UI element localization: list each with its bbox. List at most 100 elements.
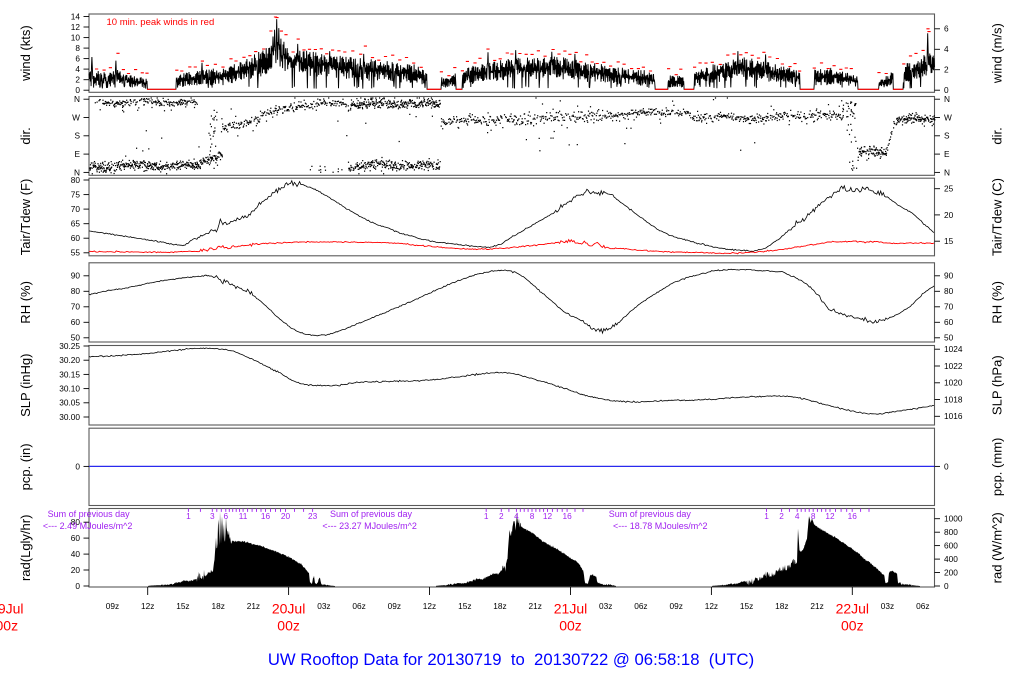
svg-text:4: 4 <box>75 64 80 74</box>
svg-text:16: 16 <box>261 511 271 521</box>
svg-text:00z: 00z <box>0 618 18 634</box>
svg-text:21z: 21z <box>529 601 542 611</box>
svg-text:12: 12 <box>71 22 81 32</box>
svg-text:06z: 06z <box>352 601 365 611</box>
svg-text:20: 20 <box>944 210 954 220</box>
svg-text:20Jul: 20Jul <box>272 601 305 617</box>
svg-text:90: 90 <box>944 271 954 281</box>
svg-text:dir.: dir. <box>990 127 1005 144</box>
svg-text:N: N <box>944 94 950 104</box>
svg-text:06z: 06z <box>916 601 929 611</box>
svg-text:90: 90 <box>71 271 81 281</box>
svg-text:15z: 15z <box>176 601 189 611</box>
svg-text:SLP (inHg): SLP (inHg) <box>18 354 33 417</box>
svg-text:800: 800 <box>944 527 958 537</box>
svg-text:50: 50 <box>944 333 954 343</box>
svg-text:SLP (hPa): SLP (hPa) <box>990 355 1005 415</box>
svg-text:21z: 21z <box>247 601 260 611</box>
svg-text:W: W <box>72 112 80 122</box>
svg-text:70: 70 <box>944 302 954 312</box>
svg-text:S: S <box>74 131 80 141</box>
svg-text:60: 60 <box>944 317 954 327</box>
svg-text:0: 0 <box>75 461 80 471</box>
svg-text:RH (%): RH (%) <box>18 281 33 324</box>
svg-text:75: 75 <box>71 190 81 200</box>
svg-text:00z: 00z <box>277 618 300 634</box>
svg-text:Tair/Tdew (C): Tair/Tdew (C) <box>990 178 1005 256</box>
svg-text:pcp. (in): pcp. (in) <box>18 443 33 490</box>
svg-text:09z: 09z <box>388 601 401 611</box>
svg-text:10 min. peak winds in red: 10 min. peak winds in red <box>107 17 215 28</box>
svg-text:Tair/Tdew (F): Tair/Tdew (F) <box>18 179 33 256</box>
svg-text:1: 1 <box>186 511 191 521</box>
svg-text:18z: 18z <box>212 601 225 611</box>
svg-text:pcp. (mm): pcp. (mm) <box>990 438 1005 497</box>
svg-text:N: N <box>944 167 950 177</box>
svg-text:21z: 21z <box>810 601 823 611</box>
svg-text:0: 0 <box>944 581 949 591</box>
svg-text:1022: 1022 <box>944 361 963 371</box>
svg-text:1: 1 <box>764 511 769 521</box>
svg-text:6: 6 <box>223 511 228 521</box>
svg-text:600: 600 <box>944 541 958 551</box>
svg-text:N: N <box>74 167 80 177</box>
svg-text:Sum of previous day: Sum of previous day <box>330 509 413 519</box>
svg-text:12z: 12z <box>423 601 436 611</box>
svg-text:50: 50 <box>71 333 81 343</box>
svg-text:0: 0 <box>75 85 80 95</box>
svg-text:30.20: 30.20 <box>59 355 80 365</box>
svg-text:<--- 23.27 MJoules/m^2: <--- 23.27 MJoules/m^2 <box>322 521 417 531</box>
svg-text:06z: 06z <box>634 601 647 611</box>
svg-text:1: 1 <box>484 511 489 521</box>
svg-text:09z: 09z <box>670 601 683 611</box>
svg-text:60: 60 <box>71 317 81 327</box>
svg-text:0: 0 <box>944 461 949 471</box>
svg-text:15z: 15z <box>740 601 753 611</box>
svg-text:Sum of previous day: Sum of previous day <box>48 509 131 519</box>
svg-text:6: 6 <box>75 54 80 64</box>
svg-text:80: 80 <box>71 286 81 296</box>
svg-text:1024: 1024 <box>944 344 963 354</box>
svg-text:2: 2 <box>499 511 504 521</box>
svg-text:8: 8 <box>811 511 816 521</box>
svg-text:65: 65 <box>71 219 81 229</box>
svg-text:W: W <box>944 112 952 122</box>
svg-text:1000: 1000 <box>944 514 963 524</box>
svg-text:21Jul: 21Jul <box>554 601 587 617</box>
svg-text:0: 0 <box>75 581 80 591</box>
svg-text:2: 2 <box>779 511 784 521</box>
svg-text:30.25: 30.25 <box>59 341 80 351</box>
svg-text:12: 12 <box>543 511 553 521</box>
svg-text:3: 3 <box>210 511 215 521</box>
svg-text:wind (m/s): wind (m/s) <box>990 23 1005 84</box>
svg-text:00z: 00z <box>841 618 864 634</box>
svg-text:4: 4 <box>795 511 800 521</box>
svg-text:200: 200 <box>944 567 958 577</box>
svg-text:22Jul: 22Jul <box>836 601 869 617</box>
svg-text:1020: 1020 <box>944 378 963 388</box>
svg-text:15z: 15z <box>458 601 471 611</box>
svg-text:dir.: dir. <box>18 127 33 144</box>
svg-text:1016: 1016 <box>944 411 963 421</box>
svg-text:60: 60 <box>71 533 81 543</box>
svg-text:11: 11 <box>239 511 248 521</box>
svg-text:12: 12 <box>825 511 835 521</box>
svg-text:16: 16 <box>562 511 572 521</box>
svg-text:wind (kts): wind (kts) <box>18 25 33 82</box>
svg-text:23: 23 <box>308 511 318 521</box>
svg-text:400: 400 <box>944 554 958 564</box>
svg-text:30.00: 30.00 <box>59 412 80 422</box>
svg-text:60: 60 <box>71 233 81 243</box>
svg-text:0: 0 <box>944 85 949 95</box>
svg-text:rad (W/m^2): rad (W/m^2) <box>990 512 1005 583</box>
svg-text:10: 10 <box>71 33 81 43</box>
svg-text:<--- 2.49 MJoules/m^2: <--- 2.49 MJoules/m^2 <box>43 521 133 531</box>
svg-text:03z: 03z <box>599 601 612 611</box>
svg-text:E: E <box>944 149 950 159</box>
svg-text:N: N <box>74 94 80 104</box>
svg-text:8: 8 <box>530 511 535 521</box>
svg-text:S: S <box>944 131 950 141</box>
svg-text:18z: 18z <box>493 601 506 611</box>
svg-text:rad(Lgly/hr): rad(Lgly/hr) <box>18 515 33 581</box>
svg-text:Sum of previous day: Sum of previous day <box>609 509 692 519</box>
